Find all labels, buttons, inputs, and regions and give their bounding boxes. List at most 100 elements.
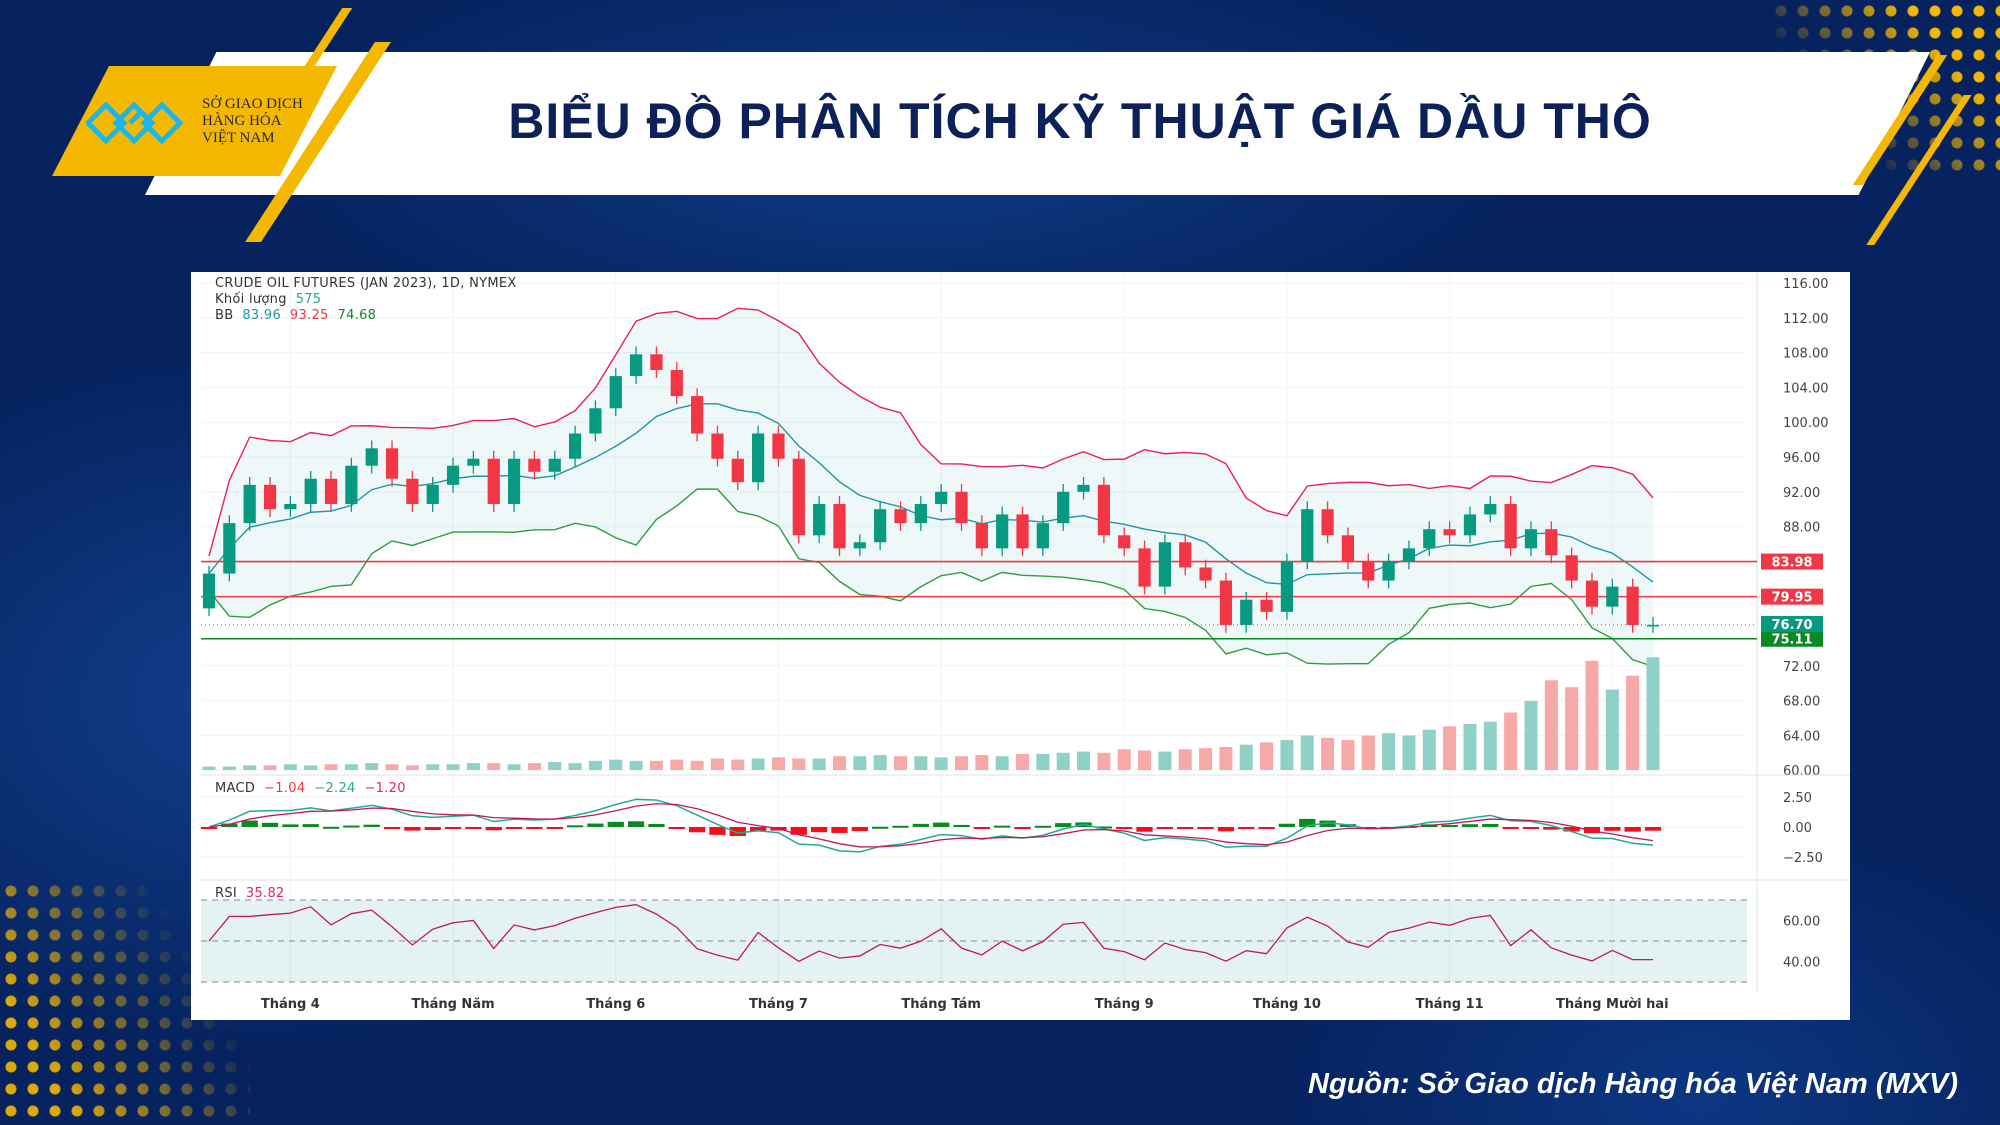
macd-histogram-bar <box>749 827 767 832</box>
volume-bar <box>1504 712 1518 770</box>
macd-histogram-bar <box>953 824 970 827</box>
candle-body <box>833 503 846 549</box>
macd-histogram-bar <box>790 827 807 835</box>
macd-tick-label: −2.50 <box>1783 851 1823 866</box>
bb-mid-value: 83.96 <box>242 308 282 323</box>
logo-mark-icon <box>86 101 184 145</box>
macd-histogram-bar <box>607 821 624 827</box>
candle-body <box>487 458 500 504</box>
candle-body <box>304 478 317 504</box>
price-tick-label: 92.00 <box>1783 486 1820 501</box>
macd-histogram-bar <box>1116 827 1133 829</box>
candle-body <box>996 514 1009 549</box>
macd-tick-label: 2.50 <box>1783 791 1812 806</box>
macd-histogram-bar <box>261 822 279 827</box>
volume-bar <box>1626 675 1640 770</box>
macd-label: MACD <box>215 781 256 796</box>
macd-histogram-bar <box>505 827 523 829</box>
volume-bar <box>893 756 908 770</box>
volume-bar <box>1605 689 1619 770</box>
volume-bar <box>466 763 480 770</box>
volume-bar <box>304 765 318 770</box>
volume-bar <box>934 757 948 770</box>
price-tick-label: 112.00 <box>1783 312 1829 327</box>
x-axis-label: Tháng 11 <box>1416 997 1484 1012</box>
bb-legend: BB 83.96 93.25 74.68 <box>215 308 376 323</box>
macd-histogram-bar <box>1217 827 1235 832</box>
x-axis-label: Tháng Tám <box>901 997 981 1012</box>
candle-body <box>507 458 521 504</box>
volume-bar <box>975 755 989 770</box>
bb-lower-value: 74.68 <box>337 308 377 323</box>
candle-body <box>1260 599 1273 612</box>
x-axis-label: Tháng 10 <box>1253 997 1321 1012</box>
volume-bar <box>1483 721 1497 770</box>
bb-lower-line <box>208 488 1654 668</box>
volume-bar <box>1138 750 1152 770</box>
volume-bar <box>202 766 216 770</box>
candle-body <box>1280 561 1294 612</box>
price-tick-label: 96.00 <box>1783 451 1820 466</box>
macd-histogram-bar <box>811 827 828 833</box>
volume-bar <box>487 763 501 770</box>
candle-body <box>385 448 399 479</box>
candle-body <box>1118 535 1131 549</box>
macd-signal-value: −1.20 <box>364 781 406 796</box>
macd-histogram-bar <box>546 827 563 829</box>
macd-hist-value: −1.04 <box>264 781 306 796</box>
rsi-tick-label: 40.00 <box>1783 956 1820 971</box>
volume-bar <box>263 765 277 770</box>
macd-histogram-bar <box>404 827 421 831</box>
candle-body <box>1545 529 1558 556</box>
candle-body <box>1321 509 1334 536</box>
price-tick-label: 108.00 <box>1783 347 1829 362</box>
candle-body <box>1179 542 1192 568</box>
volume-bar <box>690 760 704 770</box>
macd-tick-label: 0.00 <box>1783 821 1812 836</box>
volume-bar <box>954 756 969 770</box>
price-level-label: 83.98 <box>1771 556 1812 571</box>
price-level-badge <box>1761 588 1823 605</box>
candle-body <box>406 478 419 504</box>
price-tick-label: 64.00 <box>1783 729 1820 744</box>
volume-bar <box>1158 751 1172 770</box>
candle-body <box>1606 586 1619 607</box>
candle-body <box>752 433 765 483</box>
price-level-label: 79.95 <box>1771 591 1812 606</box>
macd-histogram-bar <box>444 827 462 829</box>
macd-histogram-bar <box>1278 823 1296 827</box>
volume-bar <box>385 764 399 770</box>
volume-bar <box>649 760 663 770</box>
volume-bar <box>1565 687 1579 770</box>
macd-histogram-bar <box>1319 820 1336 827</box>
volume-bar <box>324 764 338 770</box>
macd-histogram-bar <box>729 827 746 837</box>
volume-bar <box>568 763 582 770</box>
macd-histogram-bar <box>1197 827 1214 829</box>
macd-signal-line <box>208 803 1654 848</box>
price-chart[interactable]: 116.00 112.00 108.00 104.00 100.00 96.00 92.00… <box>191 272 1850 1020</box>
volume-bar <box>853 756 867 770</box>
macd-histogram-bar <box>383 827 401 829</box>
candle-body <box>1585 580 1599 607</box>
candle-body <box>1301 509 1314 562</box>
source-note: Nguồn: Sở Giao dịch Hàng hóa Việt Nam (M… <box>1308 1068 1958 1100</box>
volume-bar <box>426 764 440 770</box>
candle-body <box>894 509 907 524</box>
macd-histogram-bar <box>1014 827 1031 829</box>
rsi-legend: RSI 35.82 <box>215 886 285 901</box>
volume-bar <box>1077 751 1091 770</box>
candle-body <box>223 523 236 574</box>
macd-histogram-bar <box>566 825 584 828</box>
volume-bar <box>243 765 257 770</box>
macd-histogram-bar <box>465 827 482 829</box>
candle-body <box>629 354 643 377</box>
volume-bar <box>527 763 541 770</box>
volume-bar <box>1016 753 1030 770</box>
last-price-label: 76.70 <box>1771 618 1812 633</box>
x-axis-label: Tháng 9 <box>1095 997 1154 1012</box>
candle-body <box>426 484 439 504</box>
candle-body <box>1646 624 1660 627</box>
candle-body <box>1382 561 1395 581</box>
volume-bar <box>344 764 358 770</box>
